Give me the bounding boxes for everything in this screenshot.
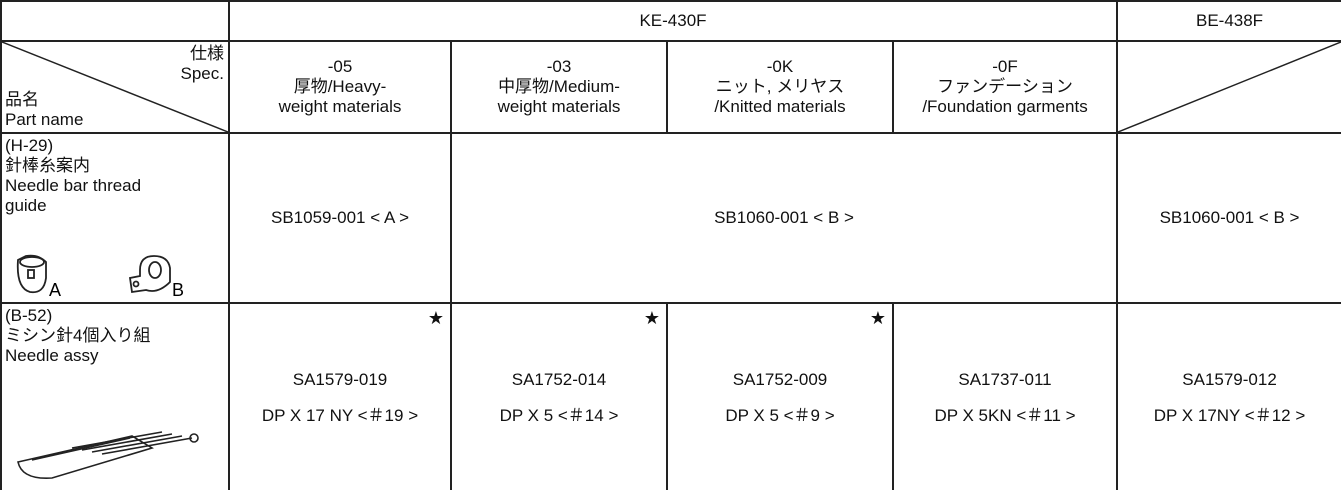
needle-cell: ★ SA1579-019 DP X 17 NY <＃19 >: [228, 302, 452, 490]
part-name-cell: (H-29) 針棒糸案内 Needle bar thread guide A B: [0, 132, 230, 304]
part-name-line: 針棒糸案内: [5, 156, 90, 175]
part-number: SA1752-014: [511, 370, 607, 389]
part-name-line: guide: [5, 196, 47, 215]
icon-label: A: [49, 280, 61, 300]
column-header: -05 厚物/Heavy-weight materials: [228, 40, 452, 134]
corner-cell: 仕様 Spec. 品名 Part name: [0, 40, 230, 134]
column-header-line: ファンデーション: [937, 77, 1073, 96]
part-cell: SB1060-001 < B >: [449, 132, 1119, 304]
part-name-line: (H-29): [5, 136, 54, 155]
column-header-line: 厚物/Heavy-: [293, 77, 387, 96]
column-header: -0F ファンデーション/Foundation garments: [891, 40, 1119, 134]
part-number: SA1579-019: [292, 370, 388, 389]
column-header-line: -0F: [992, 57, 1018, 76]
icon-b: [128, 255, 171, 294]
star-mark: ★: [427, 308, 444, 328]
part-name-line: Needle bar thread: [5, 176, 142, 195]
part-name-line: Needle assy: [5, 346, 99, 365]
needle-cell: SA1737-011 DP X 5KN <＃11 >: [891, 302, 1119, 490]
part-en: Part name: [5, 110, 84, 129]
star-mark: ★: [869, 308, 886, 328]
star-mark: ★: [643, 308, 660, 328]
needle-cell: ★ SA1752-014 DP X 5 <＃14 >: [450, 302, 668, 490]
group-header: KE-430F: [227, 0, 1119, 42]
icon-label: B: [172, 280, 184, 300]
part-name-line: (B-52): [5, 306, 53, 325]
cell-content: ★ SA1752-009 DP X 5 <＃9 >: [668, 304, 892, 490]
column-header-line: weight materials: [278, 97, 402, 116]
column-header-line: ニット, メリヤス: [715, 77, 845, 96]
cell-content: SA1579-012 DP X 17NY <＃12 >: [1118, 304, 1341, 490]
part-cell: SB1059-001 < A >: [228, 132, 452, 304]
part-icons: A B: [16, 254, 184, 300]
blank-cell: [1116, 40, 1341, 134]
needle-spec: DP X 17 NY <＃19 >: [261, 406, 419, 425]
spec-ja: 仕様: [190, 44, 224, 63]
part-cell: SB1060-001 < B >: [1116, 132, 1341, 304]
part-number: SA1579-012: [1182, 370, 1277, 389]
part-number: SA1737-011: [958, 370, 1052, 389]
column-header-line: weight materials: [497, 97, 621, 116]
column-header: -0K ニット, メリヤス/Knitted materials: [666, 40, 894, 134]
column-header-line: /Foundation garments: [922, 97, 1088, 116]
group-header: BE-438F: [1116, 0, 1341, 42]
cell-content: SA1737-011 DP X 5KN <＃11 >: [894, 304, 1116, 490]
column-header: -03 中厚物/Medium-weight materials: [450, 40, 668, 134]
cell-content: ★ SA1752-014 DP X 5 <＃14 >: [452, 304, 666, 490]
diagonal: [1118, 42, 1341, 132]
needle-spec: DP X 17NY <＃12 >: [1153, 406, 1306, 425]
part-number: SA1752-009: [732, 370, 828, 389]
needle-spec: DP X 5KN <＃11 >: [934, 406, 1076, 425]
cell-content: ★ SA1579-019 DP X 17 NY <＃19 >: [230, 304, 450, 490]
needle-spec: DP X 5 <＃9 >: [725, 406, 835, 425]
icon-a: [16, 254, 47, 294]
diagonal: [2, 42, 228, 132]
column-header-line: -05: [327, 57, 353, 76]
needle-cell: ★ SA1752-009 DP X 5 <＃9 >: [666, 302, 894, 490]
needle-pack-icon: [17, 431, 199, 479]
blank-cell: [0, 0, 230, 42]
part-name-cell: (B-52) ミシン針4個入り組 Needle assy: [0, 302, 230, 490]
part-name-line: ミシン針4個入り組: [5, 326, 151, 345]
column-header-line: 中厚物/Medium-: [498, 77, 620, 96]
spec-en: Spec.: [180, 64, 224, 83]
column-header-line: /Knitted materials: [714, 97, 846, 116]
column-header-line: -03: [546, 57, 572, 76]
column-header-line: -0K: [766, 57, 794, 76]
part-ja: 品名: [5, 90, 39, 109]
needle-cell: SA1579-012 DP X 17NY <＃12 >: [1116, 302, 1341, 490]
needle-spec: DP X 5 <＃14 >: [499, 406, 619, 425]
